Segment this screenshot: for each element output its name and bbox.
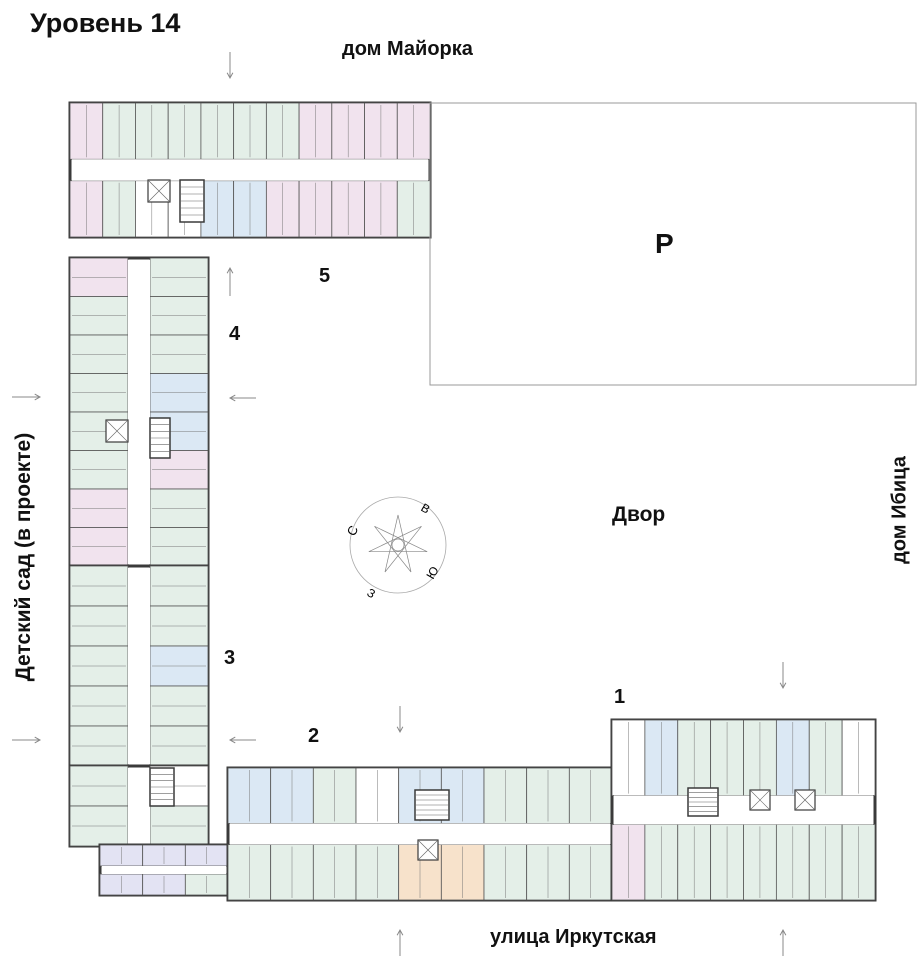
compass-west: З xyxy=(365,585,378,601)
arrow-head xyxy=(396,726,404,734)
compass-north: С xyxy=(344,523,362,539)
arrow-head xyxy=(228,394,236,402)
arrow-head xyxy=(228,736,236,744)
corridor xyxy=(127,260,151,564)
courtyard-label: Двор xyxy=(612,503,666,526)
section-4-label: 4 xyxy=(229,323,241,345)
compass-star xyxy=(368,514,428,573)
compass-south: Ю xyxy=(423,564,441,582)
corridor xyxy=(230,823,610,845)
parking-area xyxy=(429,102,917,386)
elevator-cross xyxy=(147,179,171,203)
corridor xyxy=(102,866,226,874)
corridor xyxy=(72,159,428,181)
elevator-cross xyxy=(105,419,129,443)
elevator-cross xyxy=(794,789,816,811)
compass-rose: С В Ю З xyxy=(344,496,447,601)
elevator-cross xyxy=(417,839,439,861)
east-neighbor-label: дом Ибица xyxy=(888,456,911,564)
page-title: Уровень 14 xyxy=(30,8,181,38)
arrow-head xyxy=(226,72,234,80)
arrow-head xyxy=(34,393,42,401)
north-neighbor-label: дом Майорка xyxy=(342,38,473,60)
section-5-label: 5 xyxy=(319,265,331,287)
west-neighbor-label: Детский сад (в проекте) xyxy=(12,432,35,682)
arrow-head xyxy=(779,928,787,936)
arrow-head xyxy=(396,928,404,936)
corridor xyxy=(614,795,873,825)
section-2-label: 2 xyxy=(308,725,320,747)
arrow-head xyxy=(34,736,42,744)
section-3-label: 3 xyxy=(224,647,236,669)
corridor xyxy=(127,568,151,764)
section-1-label: 1 xyxy=(614,686,626,708)
arrow-head xyxy=(779,682,787,690)
street-label: улица Иркутская xyxy=(490,926,657,948)
elevator-cross xyxy=(749,789,771,811)
corridor xyxy=(127,768,151,844)
arrow-head xyxy=(226,266,234,274)
parking-label: Р xyxy=(655,228,674,259)
